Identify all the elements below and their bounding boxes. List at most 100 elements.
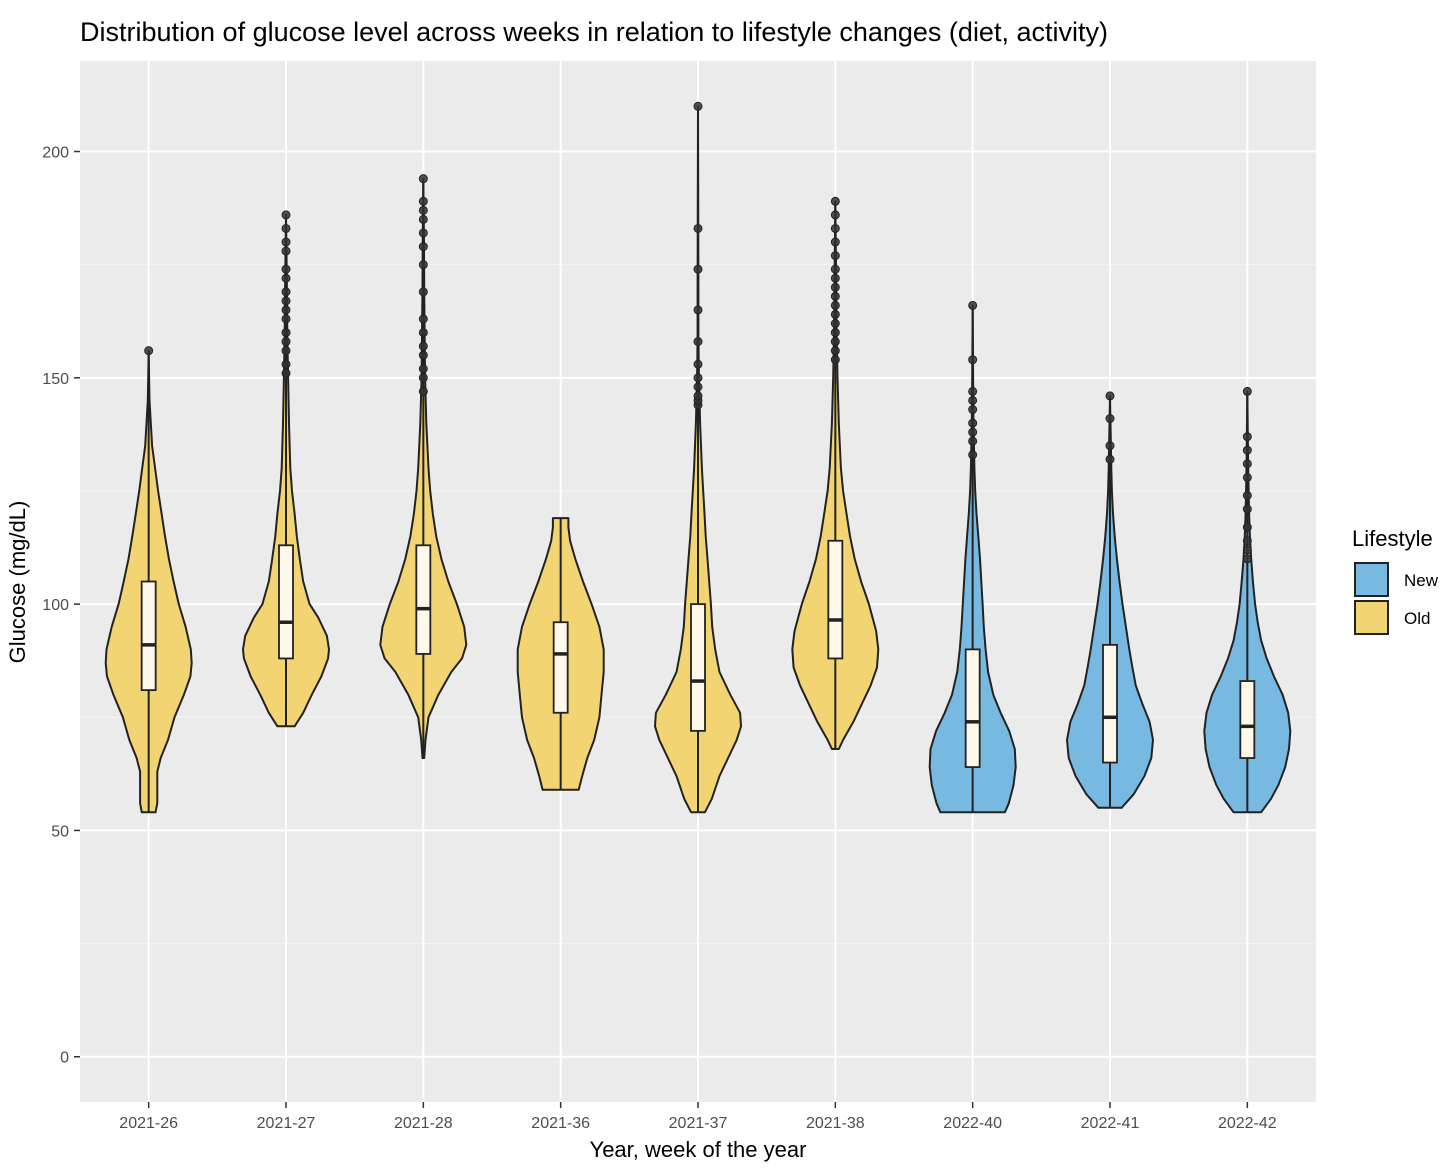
outlier-point [1105,414,1115,424]
outlier-point [1105,454,1115,464]
outlier-point [144,346,154,356]
outlier-point [968,395,978,405]
outlier-point [830,273,840,283]
violins [104,101,1292,814]
legend-key-old [1354,600,1389,635]
outlier-point [281,273,291,283]
outlier-point [830,355,840,365]
y-tick-label: 50 [51,823,69,840]
outlier-point [693,305,703,315]
legend: Lifestyle New Old [1352,526,1439,635]
outlier-point [418,205,428,215]
legend-label-old: Old [1404,609,1430,628]
outlier-point [281,246,291,256]
outlier-point [830,300,840,310]
outlier-point [830,346,840,356]
outlier-point [418,314,428,324]
outlier-point [281,237,291,247]
outlier-point [968,300,978,310]
outlier-point [968,450,978,460]
outlier-point [281,314,291,324]
iqr-box [415,544,432,655]
outlier-point [693,223,703,233]
outlier-point [418,350,428,360]
outlier-point [830,237,840,247]
outlier-point [281,346,291,356]
violin-group-2022-40 [928,300,1017,814]
outlier-point [1242,445,1252,455]
outlier-point [418,242,428,252]
y-tick-label: 150 [42,371,69,388]
outlier-point [418,214,428,224]
x-tick-label: 2021-27 [257,1115,316,1132]
legend-key-new [1354,562,1389,597]
legend-label-new: New [1404,571,1439,590]
y-tick-label: 0 [60,1050,69,1067]
outlier-point [968,418,978,428]
outlier-point [1242,545,1252,555]
x-axis-title: Year, week of the year [590,1137,807,1162]
outlier-point [830,264,840,274]
violin-group-2022-41 [1066,391,1154,809]
violin-group-2021-28 [379,174,468,759]
x-tick-label: 2021-37 [669,1115,728,1132]
outlier-point [418,287,428,297]
outlier-point [693,373,703,383]
chart-title: Distribution of glucose level across wee… [80,17,1108,47]
outlier-point [418,196,428,206]
outlier-point [693,337,703,347]
violin-group-2021-27 [242,210,330,728]
outlier-point [830,196,840,206]
outlier-point [281,264,291,274]
outlier-point [1242,386,1252,396]
outlier-point [1242,432,1252,442]
outlier-point [418,328,428,338]
outlier-point [830,282,840,292]
y-axis: 0 50 100 150 200 [42,145,80,1067]
outlier-point [418,174,428,184]
violin-group-2022-42 [1203,386,1292,814]
iqr-box [552,621,569,714]
outlier-point [281,287,291,297]
outlier-point [418,228,428,238]
outlier-point [281,223,291,233]
outlier-point [281,359,291,369]
outlier-point [968,355,978,365]
outlier-point [1105,391,1115,401]
outlier-point [693,382,703,392]
x-tick-label: 2022-40 [943,1115,1002,1132]
legend-title: Lifestyle [1352,526,1433,551]
outlier-point [968,405,978,415]
violin-group-2021-38 [791,196,880,750]
outlier-point [830,328,840,338]
outlier-point [693,101,703,111]
iqr-box [827,539,844,660]
iqr-box [690,603,706,732]
y-axis-title: Glucose (mg/dL) [5,501,30,664]
outlier-point [418,364,428,374]
outlier-point [830,337,840,347]
x-tick-label: 2021-28 [394,1115,453,1132]
violin-group-2021-36 [516,517,605,791]
outlier-point [1242,491,1252,501]
outlier-point [830,210,840,220]
outlier-point [968,436,978,446]
outlier-point [281,368,291,378]
violin-group-2021-37 [654,101,742,814]
outlier-point [830,251,840,261]
outlier-point [830,309,840,319]
outlier-point [693,264,703,274]
outlier-point [1105,441,1115,451]
outlier-point [1242,522,1252,532]
outlier-point [281,305,291,315]
outlier-point [1242,536,1252,546]
y-tick-label: 100 [42,597,69,614]
outlier-point [418,260,428,270]
outlier-point [1242,554,1252,564]
outlier-point [281,296,291,306]
iqr-box [140,580,157,692]
outlier-point [968,386,978,396]
outlier-point [1242,472,1252,482]
x-axis: 2021-26 2021-27 2021-28 2021-36 2021-37 2021-… [119,1102,1277,1132]
x-tick-label: 2022-41 [1081,1115,1140,1132]
